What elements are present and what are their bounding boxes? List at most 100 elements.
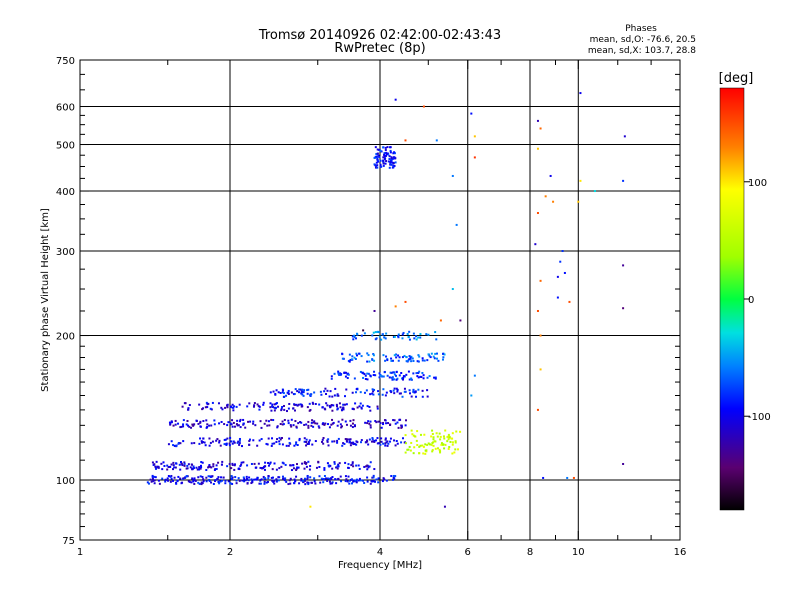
scatter-point — [568, 300, 571, 303]
trace-point — [339, 423, 342, 426]
trace-point — [238, 479, 241, 482]
trace-point — [419, 336, 422, 339]
trace-point — [434, 447, 437, 450]
trace-point — [300, 477, 303, 480]
trace-point — [373, 156, 376, 159]
trace-point — [272, 480, 275, 483]
trace-point — [181, 405, 184, 408]
trace-point — [331, 481, 334, 484]
trace-point — [295, 443, 298, 446]
trace-point — [267, 437, 270, 440]
trace-point — [272, 476, 275, 479]
trace-point — [346, 377, 349, 380]
trace-point — [390, 157, 393, 160]
trace-point — [314, 402, 317, 405]
trace-point — [384, 146, 387, 149]
trace-point — [389, 437, 392, 440]
trace-point — [196, 468, 199, 471]
trace-point — [448, 446, 451, 449]
trace-point — [431, 432, 434, 435]
trace-point — [421, 371, 424, 374]
trace-point — [395, 374, 398, 377]
phase-stats-o: mean, sd,O: -76.6, 20.5 — [590, 35, 696, 45]
trace-point — [235, 423, 238, 426]
trace-point — [297, 403, 300, 406]
trace-point — [215, 439, 218, 442]
trace-point — [227, 421, 230, 424]
trace-point — [309, 476, 312, 479]
trace-point — [381, 333, 384, 336]
trace-point — [210, 481, 213, 484]
trace-point — [200, 483, 203, 486]
trace-point — [336, 465, 339, 468]
trace-point — [222, 476, 225, 479]
trace-point — [371, 388, 374, 391]
trace-point — [154, 466, 157, 469]
trace-point — [341, 408, 344, 411]
trace-point — [226, 465, 229, 468]
trace-point — [375, 337, 378, 340]
trace-point — [375, 155, 378, 158]
trace-point — [253, 402, 256, 405]
scatter-point — [470, 112, 473, 115]
trace-point — [379, 149, 382, 152]
trace-point — [208, 444, 211, 447]
trace-point — [314, 440, 317, 443]
trace-point — [172, 468, 175, 471]
trace-point — [348, 360, 351, 363]
trace-point — [433, 440, 436, 443]
trace-point — [369, 424, 372, 427]
trace-point — [371, 437, 374, 440]
trace-point — [374, 166, 377, 169]
trace-point — [283, 479, 286, 482]
trace-point — [335, 466, 338, 469]
trace-point — [300, 391, 303, 394]
trace-point — [379, 163, 382, 166]
trace-point — [377, 331, 380, 334]
trace-point — [242, 476, 245, 479]
trace-point — [191, 463, 194, 466]
trace-point — [431, 449, 434, 452]
data-points — [146, 92, 626, 508]
trace-point — [411, 357, 414, 360]
trace-point — [428, 375, 431, 378]
trace-point — [365, 465, 368, 468]
trace-point — [390, 163, 393, 166]
trace-point — [313, 477, 316, 480]
trace-point — [298, 437, 301, 440]
trace-point — [205, 476, 208, 479]
trace-point — [392, 371, 395, 374]
trace-point — [239, 465, 242, 468]
trace-point — [381, 393, 384, 396]
trace-point — [421, 359, 424, 362]
trace-point — [287, 444, 290, 447]
trace-point — [201, 475, 204, 478]
trace-point — [404, 451, 407, 454]
trace-point — [235, 482, 238, 485]
trace-point — [342, 406, 345, 409]
trace-point — [166, 477, 169, 480]
trace-point — [289, 477, 292, 480]
trace-point — [230, 440, 233, 443]
trace-point — [394, 422, 397, 425]
trace-point — [454, 440, 457, 443]
trace-point — [323, 423, 326, 426]
trace-point — [300, 479, 303, 482]
trace-point — [215, 467, 218, 470]
trace-point — [351, 335, 354, 338]
trace-point — [335, 482, 338, 485]
trace-point — [369, 393, 372, 396]
trace-point — [325, 477, 328, 480]
trace-point — [270, 409, 273, 412]
trace-point — [379, 422, 382, 425]
trace-point — [248, 402, 251, 405]
trace-point — [397, 336, 400, 339]
trace-point — [281, 475, 284, 478]
scatter-point — [536, 309, 539, 312]
trace-point — [408, 355, 411, 358]
trace-point — [199, 464, 202, 467]
trace-point — [295, 425, 298, 428]
trace-point — [243, 477, 246, 480]
trace-point — [177, 441, 180, 444]
y-tick-label: 500 — [56, 141, 75, 152]
